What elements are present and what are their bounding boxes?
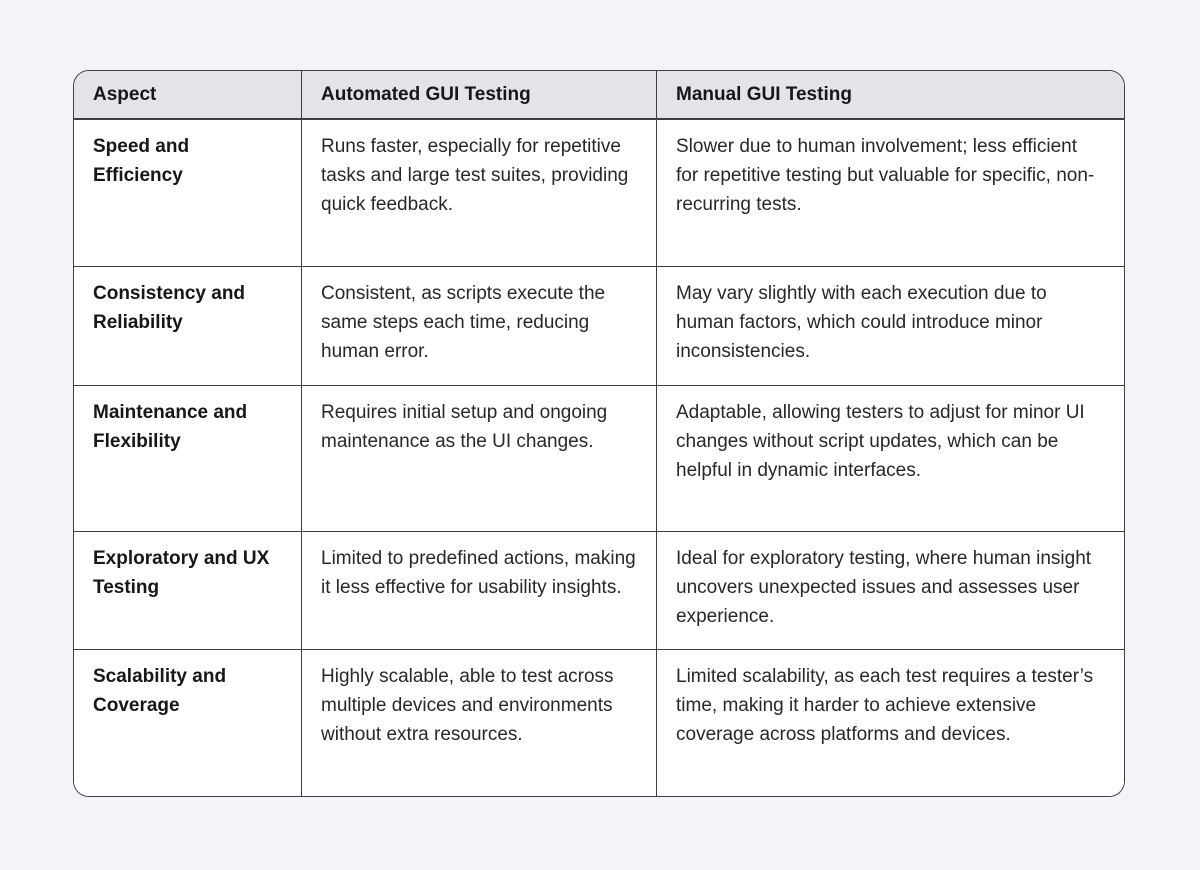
cell-automated-consistency-reliability: Consistent, as scripts execute the same … (301, 266, 656, 385)
row-aspect-scalability-coverage: Scalability and Coverage (74, 649, 301, 796)
column-header-manual: Manual GUI Testing (656, 71, 1124, 119)
table-grid: Aspect Automated GUI Testing Manual GUI … (74, 71, 1124, 796)
cell-automated-speed-efficiency: Runs faster, especially for repetitive t… (301, 119, 656, 266)
row-aspect-maintenance-flexibility: Maintenance and Flexibility (74, 385, 301, 531)
cell-automated-scalability-coverage: Highly scalable, able to test across mul… (301, 649, 656, 796)
column-header-automated: Automated GUI Testing (301, 71, 656, 119)
cell-manual-maintenance-flexibility: Adaptable, allowing testers to adjust fo… (656, 385, 1124, 531)
cell-manual-speed-efficiency: Slower due to human involvement; less ef… (656, 119, 1124, 266)
cell-automated-exploratory-ux: Limited to predefined actions, making it… (301, 531, 656, 649)
row-aspect-consistency-reliability: Consistency and Reliability (74, 266, 301, 385)
cell-automated-maintenance-flexibility: Requires initial setup and ongoing maint… (301, 385, 656, 531)
column-header-aspect: Aspect (74, 71, 301, 119)
cell-manual-consistency-reliability: May vary slightly with each execution du… (656, 266, 1124, 385)
row-aspect-exploratory-ux: Exploratory and UX Testing (74, 531, 301, 649)
row-aspect-speed-efficiency: Speed and Efficiency (74, 119, 301, 266)
cell-manual-exploratory-ux: Ideal for exploratory testing, where hum… (656, 531, 1124, 649)
comparison-table: Aspect Automated GUI Testing Manual GUI … (73, 70, 1125, 797)
cell-manual-scalability-coverage: Limited scalability, as each test requir… (656, 649, 1124, 796)
